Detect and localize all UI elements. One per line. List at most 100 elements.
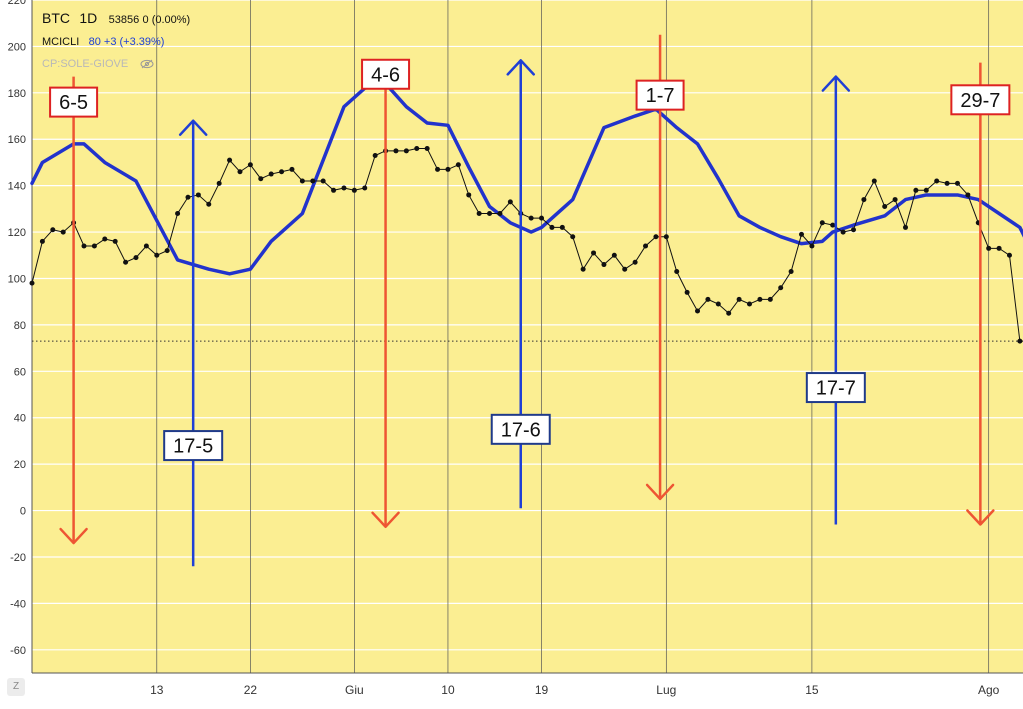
price-point	[685, 290, 690, 295]
price-point	[50, 227, 55, 232]
price-point	[955, 181, 960, 186]
price-point	[445, 167, 450, 172]
price-point	[695, 308, 700, 313]
price-point	[965, 192, 970, 197]
x-tick-label: 13	[150, 683, 164, 697]
price-point	[175, 211, 180, 216]
price-point	[185, 195, 190, 200]
price-point	[612, 253, 617, 258]
y-tick-label: 60	[14, 366, 26, 378]
price-point	[737, 297, 742, 302]
price-point	[425, 146, 430, 151]
price-point	[341, 185, 346, 190]
price-point	[820, 220, 825, 225]
price-point	[352, 188, 357, 193]
y-tick-label: 180	[8, 88, 26, 100]
price-point	[882, 204, 887, 209]
price-point	[30, 281, 35, 286]
event-date-label: 29-7	[960, 90, 1000, 112]
price-point	[726, 311, 731, 316]
price-point	[123, 260, 128, 265]
symbol-label[interactable]: BTC	[42, 10, 70, 26]
price-value: 53856	[109, 14, 140, 26]
price-point	[217, 181, 222, 186]
y-tick-label: 220	[8, 0, 26, 7]
price-point	[81, 243, 86, 248]
price-point	[196, 192, 201, 197]
price-point	[1017, 339, 1022, 344]
price-point	[591, 250, 596, 255]
price-point	[903, 225, 908, 230]
price-point	[674, 269, 679, 274]
y-tick-label: -40	[10, 598, 26, 610]
y-tick-label: 0	[20, 506, 26, 518]
event-date-label: 6-5	[59, 92, 88, 114]
x-tick-label: Ago	[978, 683, 1000, 697]
x-tick-label: 19	[535, 683, 549, 697]
price-point	[570, 234, 575, 239]
price-point	[872, 179, 877, 184]
price-point	[539, 216, 544, 221]
price-point	[716, 302, 721, 307]
auto-scale-button[interactable]: Z	[7, 678, 25, 696]
price-point	[934, 179, 939, 184]
price-point	[529, 216, 534, 221]
price-point	[633, 260, 638, 265]
plot-background	[32, 0, 1023, 673]
hidden-eye-icon[interactable]	[140, 59, 154, 69]
price-point	[705, 297, 710, 302]
price-point	[747, 302, 752, 307]
y-tick-label: 20	[14, 459, 26, 471]
legend-row-symbol: BTC 1D 53856 0 (0.00%)	[42, 8, 190, 31]
price-point	[362, 185, 367, 190]
event-date-label: 17-6	[501, 419, 541, 441]
price-point	[601, 262, 606, 267]
x-tick-label: 22	[244, 683, 258, 697]
price-point	[321, 179, 326, 184]
price-point	[508, 199, 513, 204]
price-point	[1007, 253, 1012, 258]
price-point	[851, 227, 856, 232]
price-point	[310, 179, 315, 184]
timeframe-label[interactable]: 1D	[79, 10, 97, 26]
price-point	[40, 239, 45, 244]
price-point	[913, 188, 918, 193]
price-point	[861, 197, 866, 202]
event-date-label: 17-7	[816, 378, 856, 400]
price-point	[477, 211, 482, 216]
price-point	[560, 225, 565, 230]
y-tick-label: 160	[8, 134, 26, 146]
price-point	[279, 169, 284, 174]
price-point	[206, 202, 211, 207]
price-point	[581, 267, 586, 272]
indicator-name[interactable]: MCICLI	[42, 36, 79, 48]
price-point	[404, 148, 409, 153]
price-point	[778, 285, 783, 290]
y-tick-label: -20	[10, 552, 26, 564]
y-tick-label: 140	[8, 181, 26, 193]
price-point	[986, 246, 991, 251]
y-tick-label: 80	[14, 320, 26, 332]
price-point	[154, 253, 159, 258]
overlay-name[interactable]: CP:SOLE-GIOVE	[42, 58, 128, 70]
price-point	[643, 243, 648, 248]
y-tick-label: 100	[8, 273, 26, 285]
price-point	[289, 167, 294, 172]
price-point	[945, 181, 950, 186]
price-point	[924, 188, 929, 193]
price-point	[768, 297, 773, 302]
price-point	[622, 267, 627, 272]
price-point	[414, 146, 419, 151]
price-point	[799, 232, 804, 237]
y-tick-label: -60	[10, 645, 26, 657]
price-point	[893, 197, 898, 202]
price-point	[809, 243, 814, 248]
price-point	[237, 169, 242, 174]
chart-legend: BTC 1D 53856 0 (0.00%) MCICLI 80 +3 (+3.…	[42, 8, 190, 75]
legend-row-overlay: CP:SOLE-GIOVE	[42, 53, 190, 75]
price-point	[841, 230, 846, 235]
price-point	[102, 237, 107, 242]
price-point	[653, 234, 658, 239]
